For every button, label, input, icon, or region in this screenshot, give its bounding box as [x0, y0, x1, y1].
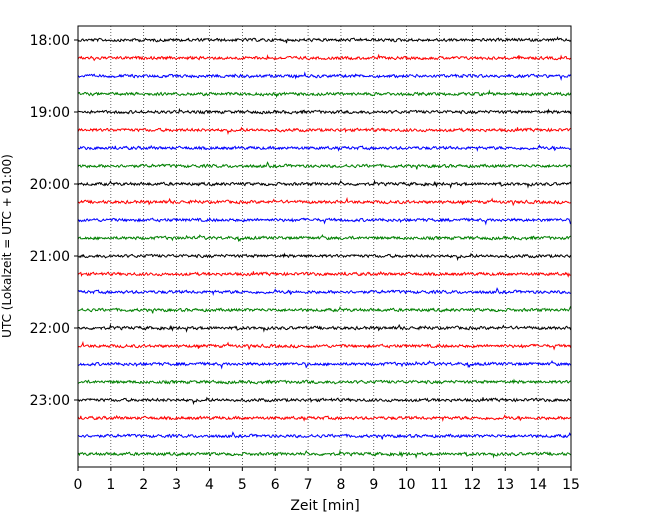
y-tick-label: 20:00 — [30, 177, 70, 193]
trace-row — [78, 107, 572, 115]
trace-row — [77, 36, 572, 44]
trace-row — [77, 431, 572, 440]
trace-row — [77, 71, 572, 81]
trace-row — [77, 306, 572, 314]
trace-row — [77, 323, 572, 333]
x-tick-label: 11 — [431, 477, 449, 493]
trace-row — [77, 340, 572, 351]
x-tick-label: 1 — [106, 477, 115, 493]
x-axis: 0 1 2 3 4 5 6 7 8 9 10 11 12 13 14 15 — [74, 467, 580, 493]
trace-row — [77, 89, 572, 99]
x-tick-label: 0 — [74, 477, 83, 493]
trace-row — [78, 378, 572, 385]
trace-row — [77, 234, 571, 243]
trace-row — [77, 161, 572, 170]
trace-layer — [77, 36, 572, 459]
x-tick-label: 13 — [496, 477, 514, 493]
x-tick-label: 8 — [336, 477, 345, 493]
trace-row — [77, 396, 572, 406]
trace-row — [77, 126, 572, 136]
trace-row — [77, 270, 572, 278]
x-tick-label: 9 — [369, 477, 378, 493]
y-tick-label: 18:00 — [30, 33, 70, 49]
x-tick-label: 3 — [172, 477, 181, 493]
trace-row — [77, 449, 572, 459]
trace-row — [77, 287, 572, 296]
x-tick-label: 7 — [304, 477, 313, 493]
trace-row — [77, 179, 572, 189]
x-tick-label: 2 — [139, 477, 148, 493]
y-tick-label: 21:00 — [30, 249, 70, 265]
trace-row — [78, 252, 572, 262]
x-axis-label: Zeit [min] — [290, 498, 359, 514]
trace-row — [77, 414, 572, 422]
x-tick-label: 6 — [271, 477, 280, 493]
y-tick-label: 19:00 — [30, 105, 70, 121]
x-tick-label: 10 — [398, 477, 416, 493]
y-tick-label: 22:00 — [30, 321, 70, 337]
x-tick-label: 15 — [562, 477, 580, 493]
y-axis-label: UTC (Lokalzeit = UTC + 01:00) — [0, 154, 14, 338]
x-tick-label: 5 — [238, 477, 247, 493]
x-tick-label: 4 — [205, 477, 214, 493]
trace-row — [77, 53, 572, 62]
trace-row — [77, 196, 572, 207]
x-tick-label: 12 — [463, 477, 481, 493]
trace-row — [77, 144, 572, 152]
plot-frame — [77, 25, 572, 468]
trace-row — [77, 360, 572, 370]
x-tick-label: 14 — [529, 477, 547, 493]
trace-row — [77, 216, 572, 226]
y-tick-label: 23:00 — [30, 393, 70, 409]
y-axis: 18:00 19:00 20:00 21:00 22:00 23:00 — [30, 33, 78, 409]
